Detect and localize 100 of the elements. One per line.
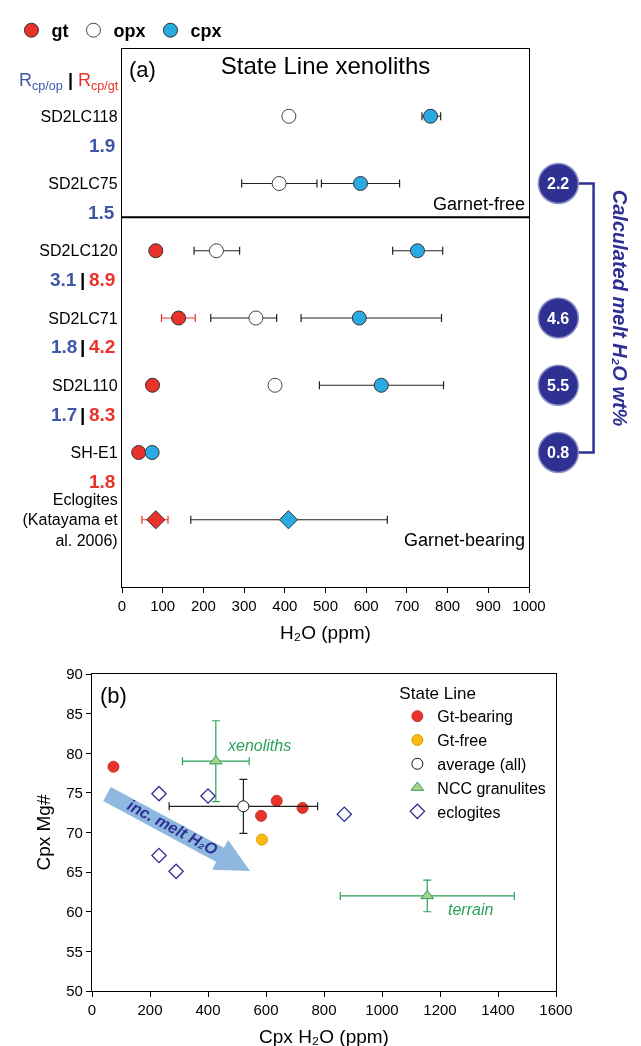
legend-label: cpx — [190, 21, 222, 42]
legend-label: NCC granulites — [437, 779, 546, 797]
legend-title: State Line — [399, 684, 476, 704]
y-tick-label: SD2LC118 — [40, 107, 118, 125]
text: 1.7 — [51, 404, 78, 425]
legend-label: Gt-free — [437, 732, 488, 750]
x-tick-label: 600 — [253, 1001, 279, 1019]
text: 4.2 — [89, 336, 116, 357]
y-tick-label: SD2LC71 — [48, 309, 118, 327]
x-tick-label: 1600 — [539, 1001, 573, 1019]
y-axis-title: Cpx Mg# — [33, 794, 55, 871]
annotation: Garnet-free — [433, 194, 526, 214]
point — [336, 806, 353, 823]
x-tick-label: 400 — [272, 597, 298, 615]
y-tick-label: SD2L110 — [52, 376, 118, 394]
x-tick-label: 1400 — [481, 1001, 515, 1019]
point — [248, 310, 264, 326]
chart-title: State Line xenoliths — [220, 51, 431, 79]
x-tick-label: 100 — [150, 597, 176, 615]
text: R$_{cp/op}$ — [19, 70, 63, 93]
y-tick-label: 75 — [66, 784, 83, 802]
legend-label: average (all) — [437, 756, 527, 774]
point — [145, 377, 161, 393]
text: 1.5 — [88, 202, 115, 223]
point — [146, 510, 166, 530]
point — [409, 243, 425, 259]
y-tick-label: SH-E1 — [70, 444, 118, 462]
legend-label: Gt-bearing — [437, 708, 513, 726]
y-tick-label: 60 — [66, 903, 83, 920]
x-tick-label: 1000 — [512, 597, 546, 615]
text: 2.2 — [547, 175, 570, 192]
y-tick-label: 50 — [66, 982, 83, 1000]
text: 4.6 — [547, 310, 570, 327]
x-axis-title: Cpx H₂O (ppm) — [259, 1025, 389, 1046]
text: Calculated melt H₂O wt% — [608, 189, 631, 427]
point — [144, 445, 160, 460]
annotation: inc. melt H₂O — [124, 796, 221, 859]
point — [151, 847, 167, 864]
point — [270, 794, 283, 807]
y-tick-label: 80 — [66, 744, 83, 762]
x-tick-label: 700 — [394, 597, 420, 615]
x-tick-label: 200 — [137, 1001, 163, 1019]
x-axis-title: H₂O (ppm) — [280, 621, 371, 643]
y-tick-label: Eclogites (Katayama et al. 2006) — [22, 490, 119, 550]
text: | — [80, 269, 86, 290]
y-tick-label: 55 — [66, 942, 83, 960]
legend-label: eclogites — [437, 803, 501, 821]
x-tick-label: 800 — [311, 1001, 337, 1019]
text: 1.9 — [89, 135, 116, 156]
legend-label: gt — [51, 21, 69, 42]
x-tick-label: 0 — [87, 1001, 97, 1019]
text: 5.5 — [547, 377, 570, 394]
y-tick-label: SD2LC120 — [39, 242, 118, 260]
annotation: xenoliths — [227, 737, 292, 754]
point — [151, 785, 167, 802]
point — [271, 176, 287, 191]
annotation: Garnet-bearing — [404, 530, 526, 550]
text: | — [80, 336, 86, 357]
y-tick-label: 70 — [66, 823, 83, 841]
point — [168, 863, 184, 880]
point — [148, 243, 164, 259]
x-tick-label: 500 — [312, 597, 339, 615]
annotation: terrain — [448, 901, 494, 918]
point — [373, 377, 389, 393]
point — [171, 310, 187, 326]
x-tick-label: 600 — [353, 597, 379, 615]
point — [208, 243, 224, 259]
point — [267, 377, 283, 393]
y-tick-label: 90 — [66, 665, 83, 683]
text: 0.8 — [547, 444, 570, 461]
point — [278, 510, 299, 530]
point — [131, 445, 147, 460]
point — [420, 889, 435, 900]
annotation: (a) — [129, 57, 156, 82]
text: | — [68, 70, 74, 90]
x-tick-label: 400 — [195, 1001, 221, 1019]
y-tick-label: 65 — [66, 863, 83, 881]
text: 8.9 — [89, 269, 116, 290]
x-tick-label: 0 — [117, 597, 127, 615]
point — [107, 760, 120, 773]
point — [255, 833, 268, 846]
point — [237, 800, 250, 813]
text: 8.3 — [89, 404, 116, 425]
x-tick-label: 200 — [190, 597, 216, 615]
point — [353, 176, 368, 191]
x-tick-label: 1000 — [365, 1001, 399, 1019]
x-tick-label: 800 — [435, 597, 461, 615]
text: 3.1 — [50, 269, 77, 290]
point — [255, 809, 268, 822]
text: | — [80, 404, 86, 425]
x-tick-label: 1200 — [423, 1001, 457, 1019]
text: 1.8 — [89, 471, 116, 492]
text: 1.8 — [51, 336, 78, 357]
point — [200, 788, 216, 804]
x-tick-label: 300 — [231, 597, 257, 615]
y-tick-label: 85 — [66, 704, 83, 722]
annotation: (b) — [100, 683, 127, 708]
point — [281, 108, 297, 124]
point — [351, 310, 367, 326]
legend-label: opx — [113, 21, 146, 42]
